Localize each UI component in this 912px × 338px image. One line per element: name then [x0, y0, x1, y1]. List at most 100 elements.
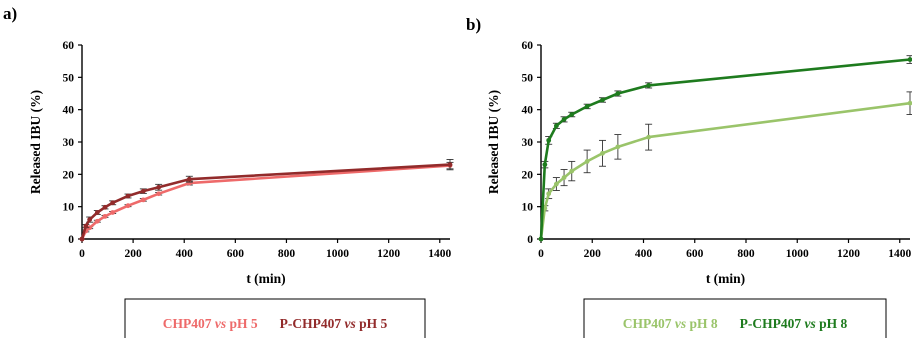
data-point — [646, 134, 652, 140]
y-tick-label: 50 — [522, 72, 534, 84]
series-line — [539, 58, 912, 241]
y-tick-label: 10 — [63, 202, 75, 214]
legend-p-chp407-vs-ph-5-part: P-CHP407 — [280, 316, 345, 331]
y-tick-label: 20 — [63, 169, 75, 181]
x-tick-label: 0 — [79, 248, 85, 260]
series-chp407-vs-ph-8 — [538, 91, 912, 242]
y-tick-label: 40 — [63, 105, 75, 117]
y-tick-label: 60 — [522, 40, 534, 52]
legend-chp407-vs-ph-8-part: vs — [675, 316, 686, 331]
y-axis-title: Released IBU (%) — [28, 90, 43, 194]
x-tick-label: 0 — [538, 248, 544, 260]
data-point — [140, 188, 146, 194]
data-point — [546, 191, 552, 197]
panel-label: a) — [3, 4, 17, 23]
legend-box — [124, 298, 426, 338]
data-point — [140, 197, 146, 203]
x-tick-label: 600 — [686, 248, 704, 260]
data-point — [584, 104, 590, 109]
y-tick-label: 10 — [522, 202, 534, 214]
y-tick-label: 60 — [63, 40, 75, 52]
legend-chp407-vs-ph-8-part: pH 8 — [686, 316, 718, 331]
data-point — [125, 203, 131, 209]
data-point — [569, 112, 575, 117]
y-tick-label: 50 — [63, 72, 75, 84]
data-point — [907, 57, 912, 62]
x-axis-title: t (min) — [246, 271, 285, 286]
data-point — [569, 168, 575, 174]
data-point — [646, 83, 652, 88]
y-tick-label: 0 — [68, 234, 74, 246]
legend: CHP407 vs pH 5 P-CHP407 vs pH 5 — [124, 298, 426, 338]
data-point — [584, 159, 590, 164]
data-point — [546, 137, 552, 143]
x-axis-title: t (min) — [706, 271, 745, 286]
x-tick-label: 1400 — [888, 248, 911, 260]
data-point — [615, 91, 621, 96]
y-tick-label: 40 — [522, 105, 534, 117]
y-tick-label: 0 — [527, 234, 533, 246]
y-axis-title: Released IBU (%) — [486, 90, 501, 194]
y-tick-label: 30 — [522, 137, 534, 149]
x-tick-label: 200 — [584, 248, 602, 260]
series-p-chp407-vs-ph-5 — [79, 159, 454, 242]
y-tick-label: 30 — [63, 137, 75, 149]
legend-entries: CHP407 vs pH 8 P-CHP407 vs pH 8 — [623, 316, 848, 331]
x-tick-label: 800 — [737, 248, 755, 260]
data-point — [79, 236, 85, 242]
data-point — [600, 97, 605, 103]
x-tick-label: 800 — [278, 248, 296, 260]
data-point — [156, 184, 162, 190]
data-point — [156, 191, 162, 197]
data-point — [561, 175, 567, 180]
series-p-chp407-vs-ph-8 — [538, 55, 912, 242]
data-point — [538, 236, 544, 242]
legend-p-chp407-vs-ph-5-part: pH 5 — [356, 316, 388, 331]
legend-box — [583, 298, 887, 338]
legend-entries: CHP407 vs pH 5 P-CHP407 vs pH 5 — [163, 316, 388, 331]
data-point — [94, 210, 100, 215]
data-point — [615, 144, 621, 150]
legend-p-chp407-vs-ph-5-part: vs — [345, 316, 356, 331]
data-point — [600, 150, 605, 156]
data-point — [553, 181, 559, 187]
x-tick-label: 400 — [176, 248, 194, 260]
data-point — [94, 218, 100, 224]
data-point — [102, 204, 108, 210]
data-point — [102, 213, 108, 219]
data-point — [110, 200, 116, 206]
legend-chp407-vs-ph-5-part: CHP407 — [163, 316, 215, 331]
legend-p-chp407-vs-ph-8-part: P-CHP407 — [740, 316, 805, 331]
x-tick-label: 1400 — [428, 248, 451, 260]
series-line — [539, 101, 912, 241]
x-tick-label: 1000 — [326, 248, 349, 260]
data-point — [553, 123, 559, 129]
data-point — [907, 100, 912, 106]
x-tick-label: 600 — [227, 248, 245, 260]
panel-label: b) — [466, 15, 481, 34]
data-point — [87, 217, 93, 223]
y-tick-label: 20 — [522, 169, 534, 181]
data-point — [447, 162, 453, 168]
legend-chp407-vs-ph-8-part: CHP407 — [623, 316, 675, 331]
legend-chp407-vs-ph-5-part: pH 5 — [226, 316, 258, 331]
data-point — [561, 116, 567, 122]
x-tick-label: 1200 — [837, 248, 860, 260]
legend-p-chp407-vs-ph-8-part: vs — [805, 316, 816, 331]
data-point — [186, 176, 192, 182]
x-tick-label: 1000 — [786, 248, 809, 260]
legend-chp407-vs-ph-5-part: vs — [215, 316, 226, 331]
series-line — [80, 164, 452, 241]
data-point — [83, 223, 89, 229]
data-point — [87, 225, 93, 231]
data-point — [110, 210, 116, 215]
legend: CHP407 vs pH 8 P-CHP407 vs pH 8 — [583, 298, 887, 338]
legend-p-chp407-vs-ph-8-part: pH 8 — [816, 316, 848, 331]
x-tick-label: 200 — [124, 248, 142, 260]
data-point — [542, 162, 548, 168]
x-tick-label: 1200 — [377, 248, 400, 260]
data-point — [125, 193, 131, 199]
